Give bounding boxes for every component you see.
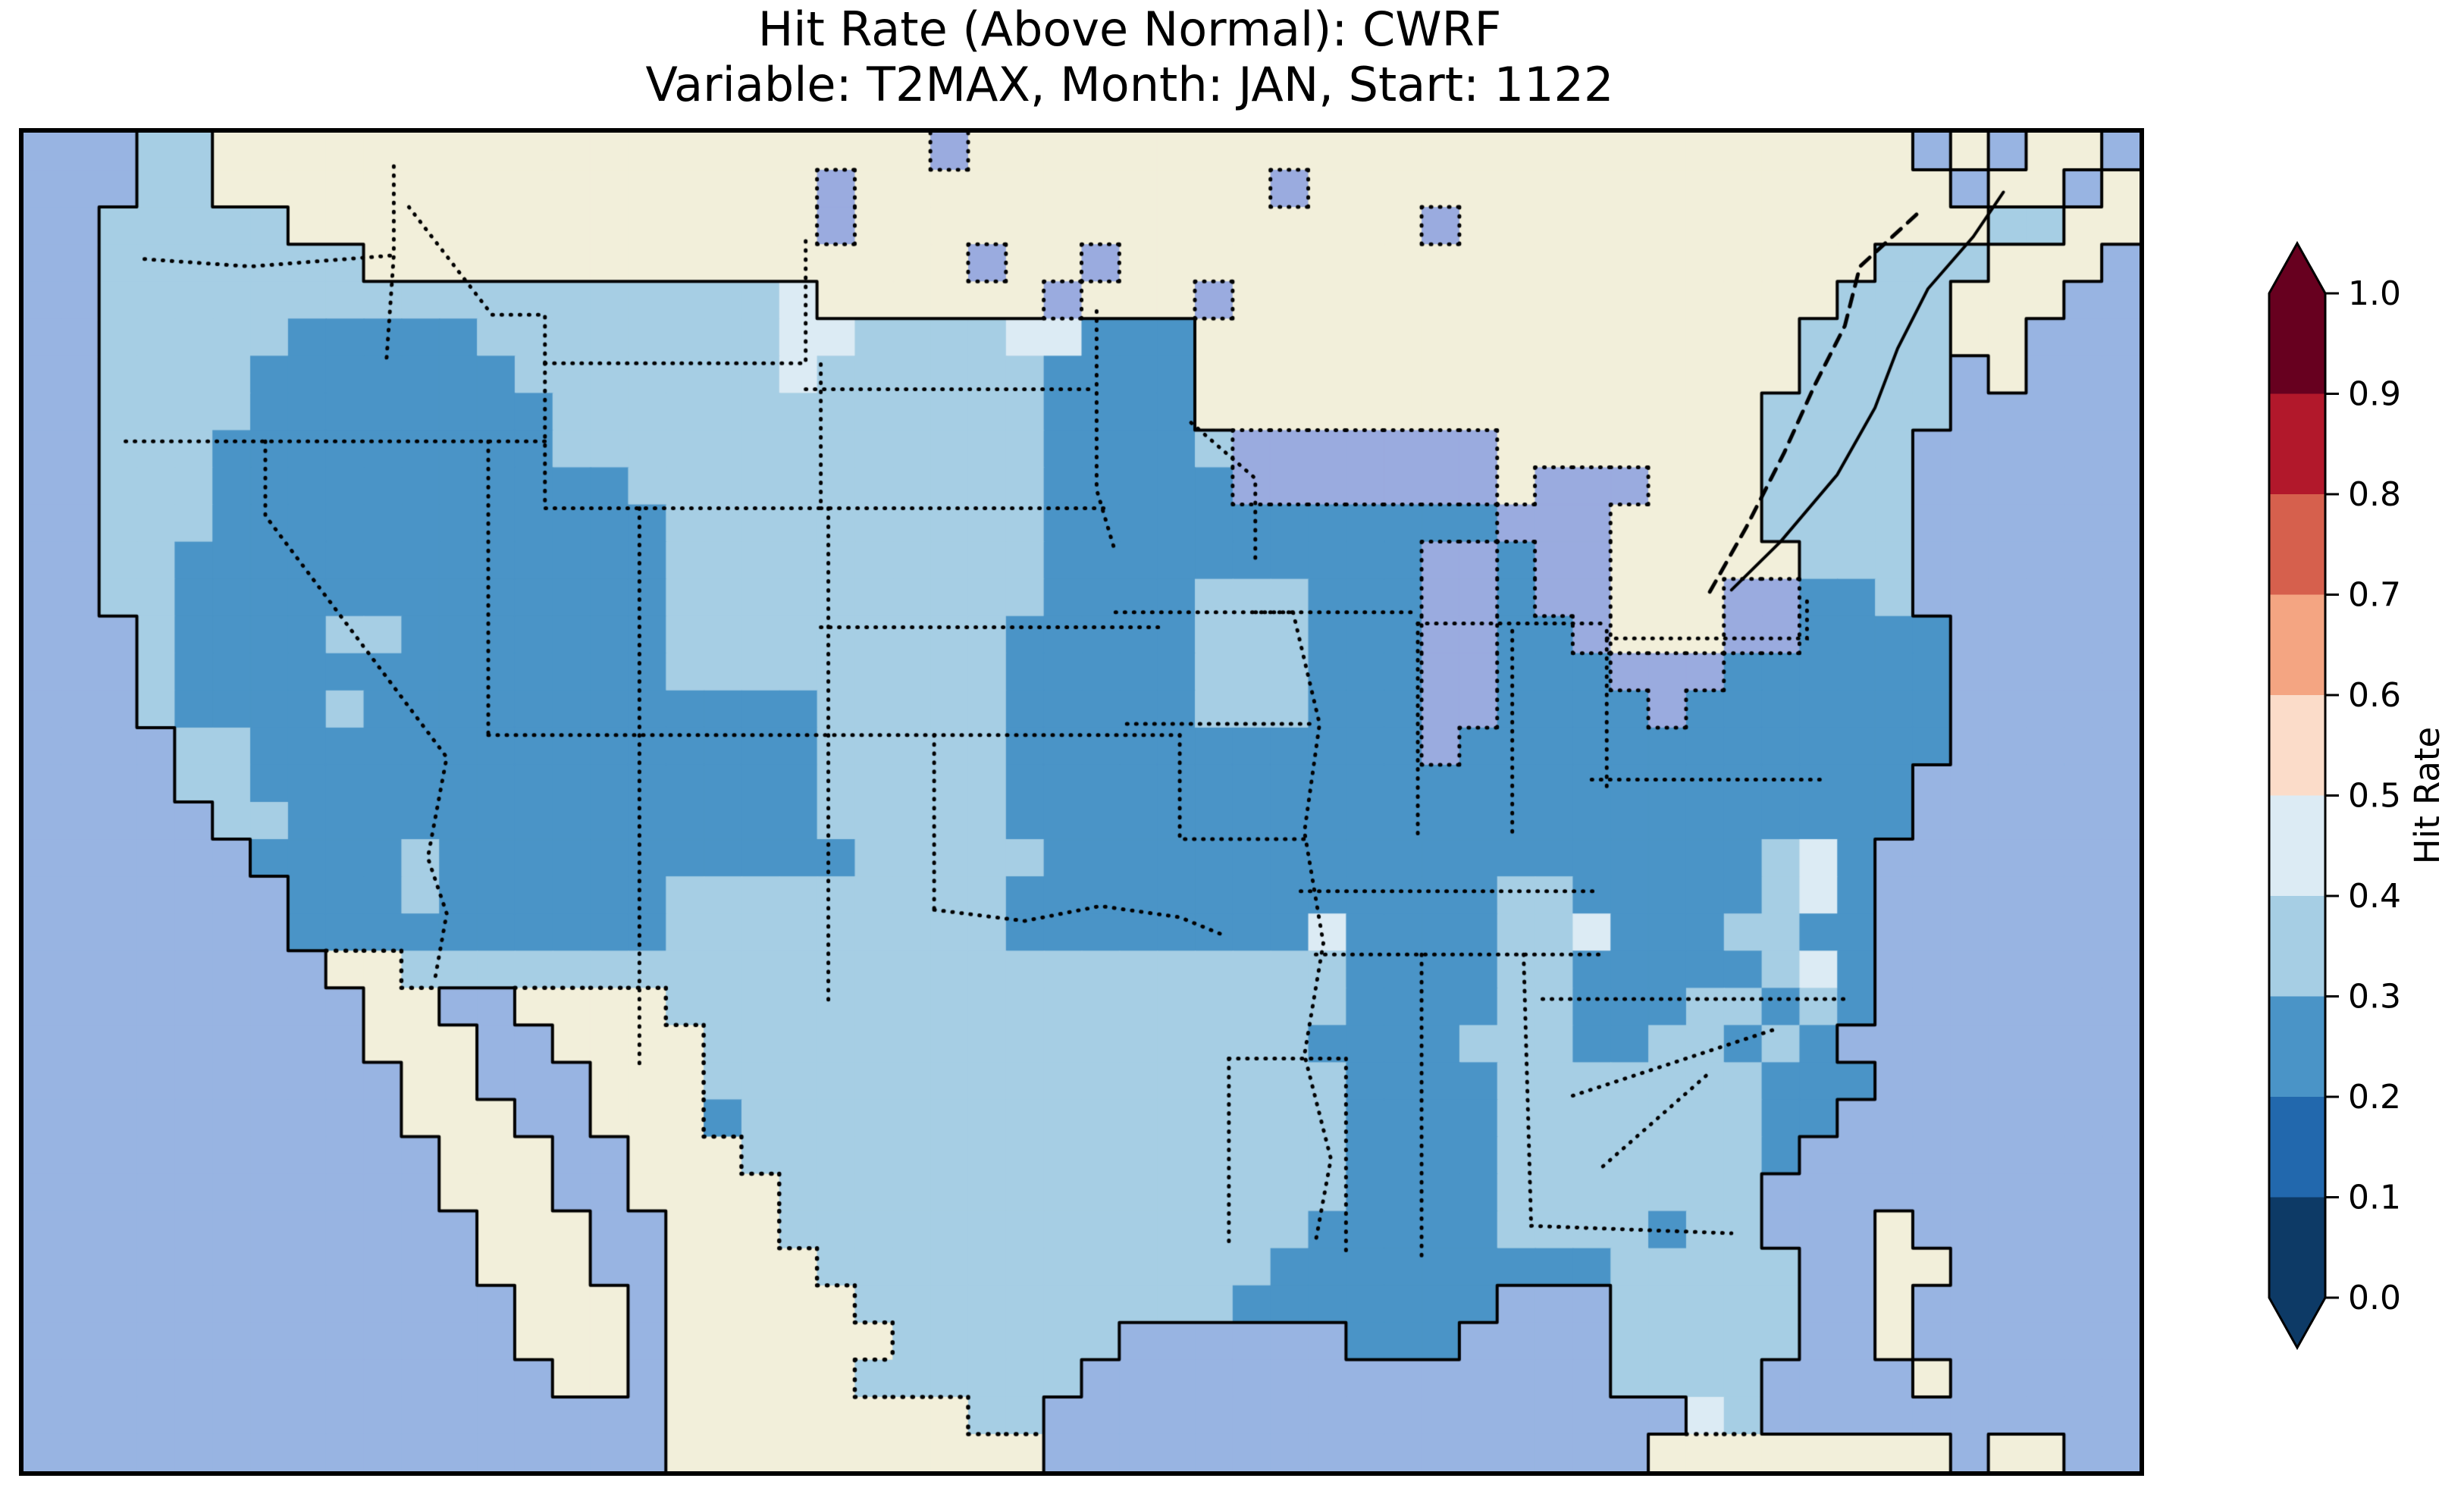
colorbar-under-arrow	[2269, 1298, 2325, 1348]
colorbar-tick-label: 0.6	[2348, 676, 2401, 715]
colorbar: 1.0 0.9 0.8 0.7 0.6 0.5 0.4 0.3 0.2 0.1 0.0 Hit Rat…	[2268, 240, 2447, 1351]
us-hit-rate-map	[24, 133, 2140, 1471]
colorbar-segment	[2269, 795, 2325, 897]
colorbar-tick-label: 0.0	[2348, 1279, 2401, 1317]
colorbar-tick-label: 0.5	[2348, 777, 2401, 816]
colorbar-tick-label: 0.7	[2348, 576, 2401, 615]
colorbar-segment	[2269, 1097, 2325, 1198]
colorbar-tick-label: 0.4	[2348, 877, 2401, 916]
colorbar-tick-label: 1.0	[2348, 274, 2401, 313]
colorbar-tick-label: 0.2	[2348, 1078, 2401, 1117]
colorbar-segment	[2269, 393, 2325, 495]
colorbar-tick-label: 0.9	[2348, 375, 2401, 414]
colorbar-tick-label: 0.3	[2348, 978, 2401, 1016]
colorbar-segment	[2269, 695, 2325, 797]
figure-title: Hit Rate (Above Normal): CWRF Variable: …	[0, 2, 2259, 112]
colorbar-segment	[2269, 1197, 2325, 1298]
colorbar-segment	[2269, 293, 2325, 395]
colorbar-segment	[2269, 996, 2325, 1098]
map-frame	[19, 128, 2144, 1476]
colorbar-tick-label: 0.1	[2348, 1179, 2401, 1217]
colorbar-segment	[2269, 494, 2325, 596]
colorbar-tick-label: 0.8	[2348, 475, 2401, 514]
colorbar-axis-label: Hit Rate	[2407, 727, 2447, 864]
colorbar-segment	[2269, 896, 2325, 998]
title-line-1: Hit Rate (Above Normal): CWRF	[757, 2, 1502, 57]
colorbar-over-arrow	[2269, 243, 2325, 293]
title-line-2: Variable: T2MAX, Month: JAN, Start: 1122	[645, 57, 1614, 113]
colorbar-segment	[2269, 594, 2325, 696]
